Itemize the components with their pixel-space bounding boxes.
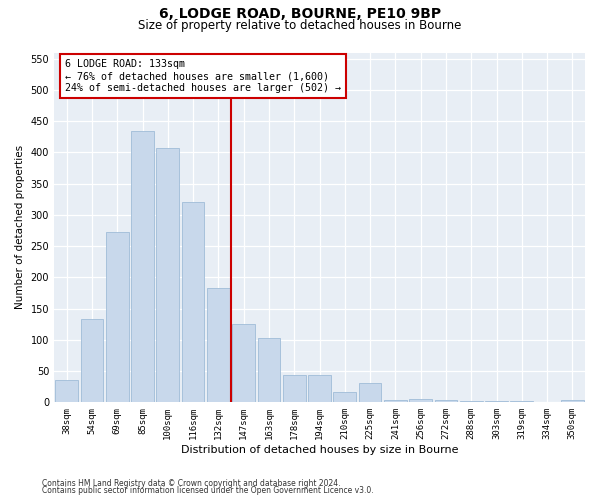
Bar: [384, 400, 407, 402]
Bar: [334, 392, 356, 402]
Bar: [106, 232, 128, 402]
Bar: [359, 383, 382, 402]
X-axis label: Distribution of detached houses by size in Bourne: Distribution of detached houses by size …: [181, 445, 458, 455]
Bar: [561, 400, 584, 402]
Text: Contains public sector information licensed under the Open Government Licence v3: Contains public sector information licen…: [42, 486, 374, 495]
Bar: [434, 400, 457, 402]
Text: Size of property relative to detached houses in Bourne: Size of property relative to detached ho…: [139, 18, 461, 32]
Bar: [511, 401, 533, 402]
Bar: [232, 324, 255, 402]
Text: 6 LODGE ROAD: 133sqm
← 76% of detached houses are smaller (1,600)
24% of semi-de: 6 LODGE ROAD: 133sqm ← 76% of detached h…: [65, 60, 341, 92]
Bar: [460, 401, 482, 402]
Bar: [157, 148, 179, 403]
Y-axis label: Number of detached properties: Number of detached properties: [15, 146, 25, 310]
Bar: [308, 375, 331, 402]
Bar: [182, 202, 205, 402]
Text: 6, LODGE ROAD, BOURNE, PE10 9BP: 6, LODGE ROAD, BOURNE, PE10 9BP: [159, 8, 441, 22]
Bar: [409, 399, 432, 402]
Bar: [55, 380, 78, 402]
Bar: [207, 288, 230, 403]
Bar: [485, 401, 508, 402]
Text: Contains HM Land Registry data © Crown copyright and database right 2024.: Contains HM Land Registry data © Crown c…: [42, 478, 341, 488]
Bar: [131, 130, 154, 402]
Bar: [283, 375, 305, 402]
Bar: [257, 338, 280, 402]
Bar: [80, 319, 103, 402]
